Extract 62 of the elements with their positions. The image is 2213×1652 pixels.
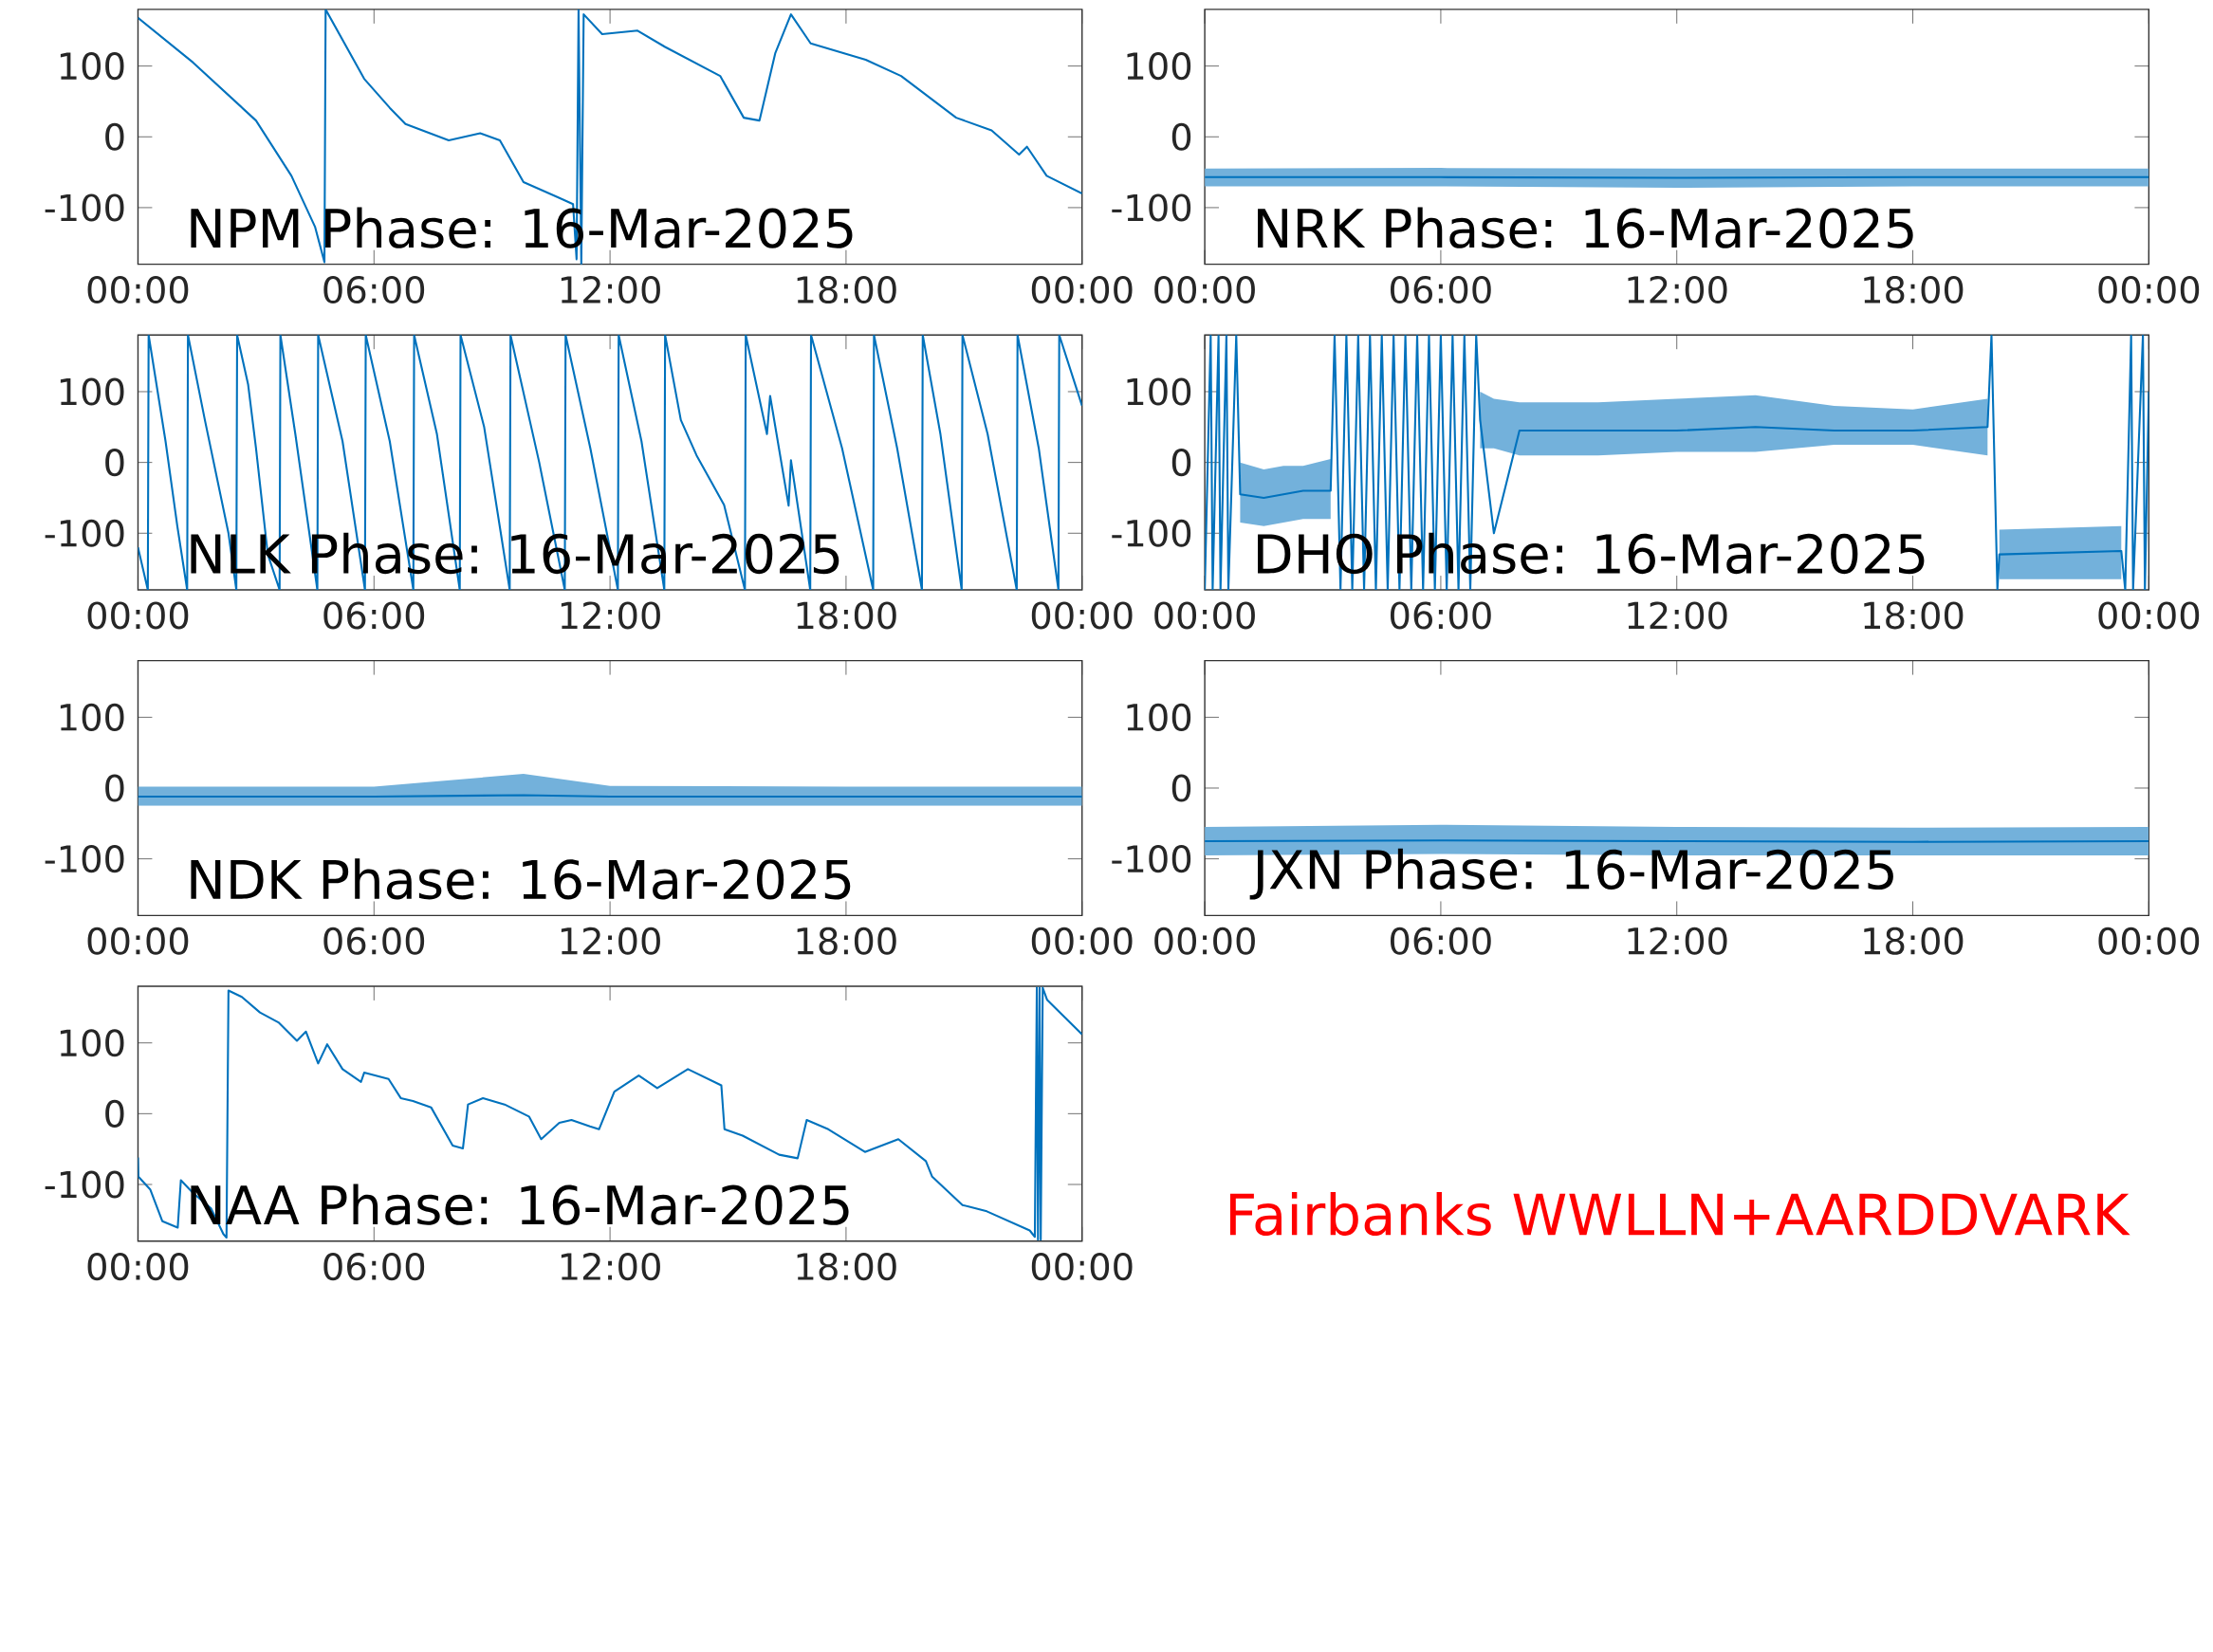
y-tick-label: 100 [60,377,124,406]
x-tick-label: 12:00 [1628,927,1727,955]
x-tick-label: 12:00 [1628,276,1727,304]
y-tick-label: 0 [105,774,124,802]
x-tick-label: 18:00 [797,1253,896,1281]
x-tick-label: 06:00 [1391,927,1491,955]
y-tick-label: -100 [1112,193,1191,222]
x-tick-label: 18:00 [1864,276,1964,304]
y-tick-label: 100 [60,704,124,732]
y-tick-label: -100 [45,845,124,873]
y-tick-label: 100 [1127,52,1191,81]
x-tick-label: 18:00 [797,601,896,630]
x-tick-label: 00:00 [1031,601,1133,630]
y-tick-label: 0 [1171,774,1191,802]
y-tick-label: 0 [105,449,124,477]
y-tick-label: -100 [1112,845,1191,873]
x-tick-label: 00:00 [1031,276,1133,304]
y-tick-label: -100 [45,1170,124,1199]
x-tick-label: 00:00 [1154,601,1255,630]
x-tick-label: 18:00 [1864,601,1964,630]
x-tick-label: 00:00 [1031,927,1133,955]
x-tick-label: 00:00 [1154,927,1255,955]
x-tick-label: 12:00 [561,601,660,630]
x-tick-label: 00:00 [87,1253,189,1281]
x-tick-label: 12:00 [561,276,660,304]
x-tick-label: 18:00 [797,276,896,304]
y-tick-label: 100 [1127,377,1191,406]
y-tick-label: -100 [1112,519,1191,547]
x-tick-label: 12:00 [561,927,660,955]
y-tick-label: 100 [60,1029,124,1057]
x-tick-label: 12:00 [561,1253,660,1281]
x-tick-label: 00:00 [1154,276,1255,304]
y-tick-label: 0 [1171,122,1191,151]
x-tick-label: 06:00 [1391,276,1491,304]
y-tick-label: -100 [45,193,124,222]
x-tick-label: 18:00 [797,927,896,955]
y-tick-label: 0 [1171,449,1191,477]
x-tick-label: 00:00 [2098,276,2200,304]
y-tick-label: 100 [1127,704,1191,732]
x-tick-label: 00:00 [87,927,189,955]
y-tick-label: -100 [45,519,124,547]
x-tick-label: 06:00 [323,1253,425,1281]
text: Fairbanks WWLLN+AARDDVARK [1229,1192,2130,1237]
x-tick-label: 00:00 [2098,601,2200,630]
text: NRK Phase: 16-Mar-2025 [1258,207,1913,248]
text: JXN Phase: 16-Mar-2025 [1249,848,1893,900]
y-tick-label: 100 [60,52,124,81]
x-tick-label: 12:00 [1628,601,1727,630]
text: NDK Phase: 16-Mar-2025 [191,858,851,900]
line-series [138,986,1082,1241]
x-tick-label: 00:00 [2098,927,2200,955]
x-tick-label: 00:00 [1031,1253,1133,1281]
x-tick-label: 00:00 [87,276,189,304]
y-tick-label: 0 [105,1100,124,1129]
line-series [138,9,1082,265]
x-tick-label: 06:00 [323,927,425,955]
y-tick-label: 0 [105,122,124,151]
x-tick-label: 18:00 [1864,927,1964,955]
x-tick-label: 00:00 [87,601,189,630]
x-tick-label: 06:00 [323,601,425,630]
x-tick-label: 06:00 [323,276,425,304]
x-tick-label: 06:00 [1391,601,1491,630]
